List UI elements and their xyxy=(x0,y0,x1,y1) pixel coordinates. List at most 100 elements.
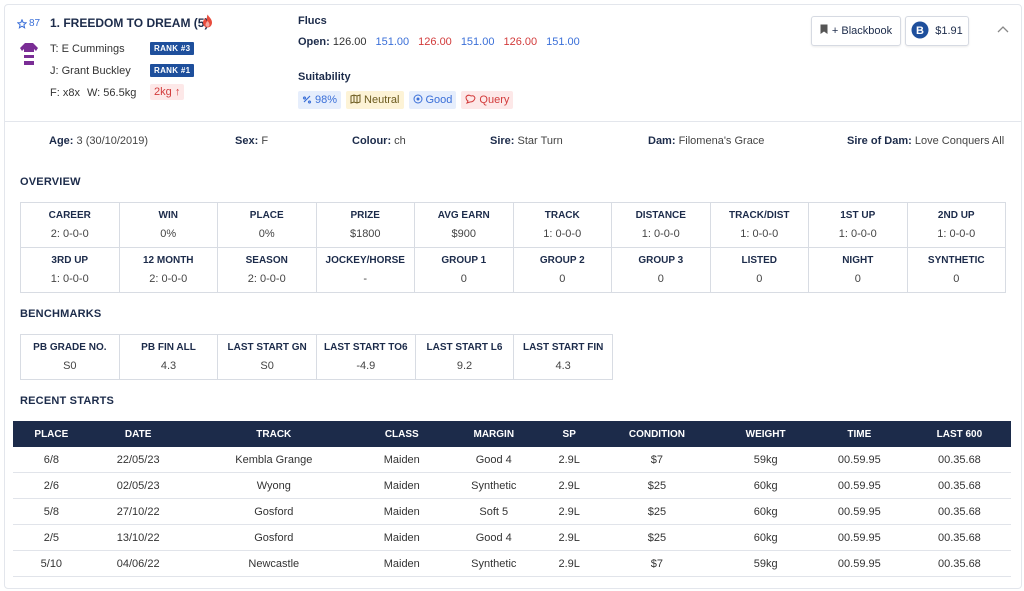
overview-cell: 2ND UP 1: 0-0-0 xyxy=(907,203,1006,248)
benchmark-cell: LAST START GN S0 xyxy=(218,335,317,380)
overview-cell-value: $1800 xyxy=(349,228,381,240)
table-row[interactable]: 6/8 22/05/23 Kembla Grange Maiden Good 4 2.9L… xyxy=(13,447,1011,473)
trainer-rank-label: RANK #3 xyxy=(150,42,195,55)
percent-horse-icon xyxy=(302,94,312,107)
overview-cell-value: 0% xyxy=(160,228,177,240)
table-cell: 2.9L xyxy=(544,498,594,525)
overview-cell: GROUP 3 0 xyxy=(612,248,711,293)
suitability-chip-query: Query xyxy=(461,91,514,109)
column-header[interactable]: TRACK xyxy=(186,421,361,447)
column-header[interactable]: MARGIN xyxy=(442,421,545,447)
query-icon xyxy=(465,94,476,107)
overview-cell: PLACE 0% xyxy=(218,203,317,248)
overview-cell-value: 0 xyxy=(953,273,960,285)
runner-name[interactable]: 1. FREEDOM TO DREAM (5) xyxy=(50,16,209,30)
column-header[interactable]: TIME xyxy=(810,421,908,447)
table-cell: 2/6 xyxy=(13,472,90,499)
table-cell: Gosford xyxy=(186,498,361,525)
suitability-chip-label: Query xyxy=(479,94,510,106)
overview-cell-label: DISTANCE xyxy=(635,210,686,221)
table-cell: 5/10 xyxy=(13,550,90,577)
overview-cell-label: WIN xyxy=(158,210,178,221)
overview-cell-value: 0 xyxy=(854,273,861,285)
header-divider xyxy=(5,121,1021,122)
table-row[interactable]: 5/10 04/06/22 Newcastle Maiden Synthetic 2.9L… xyxy=(13,550,1011,577)
overview-cell-label: SEASON xyxy=(245,255,288,266)
overview-cell-value: 0 xyxy=(657,273,664,285)
column-header[interactable]: CONDITION xyxy=(593,421,721,447)
fluc-value: 126.00 xyxy=(418,36,452,48)
table-cell: Maiden xyxy=(360,550,443,577)
table-row[interactable]: 2/5 13/10/22 Gosford Maiden Good 4 2.9L $25 60k… xyxy=(13,524,1011,551)
column-header[interactable]: LAST 600 xyxy=(907,421,1011,447)
overview-cell: LISTED 0 xyxy=(710,248,809,293)
benchmark-cell-label: LAST START TO6 xyxy=(324,342,408,353)
overview-cell-label: CAREER xyxy=(48,210,91,221)
column-header[interactable]: WEIGHT xyxy=(720,421,811,447)
overview-cell-label: PRIZE xyxy=(350,210,380,221)
column-header[interactable]: SP xyxy=(544,421,594,447)
recent-starts-table: PLACE DATE TRACK CLASS MARGIN SP CONDITION WEIG… xyxy=(13,421,1011,577)
table-row[interactable]: 2/6 02/05/23 Wyong Maiden Synthetic 2.9L $25 60… xyxy=(13,472,1011,499)
table-cell: 00.35.68 xyxy=(907,472,1011,499)
benchmark-cell: LAST START TO6 -4.9 xyxy=(316,335,416,380)
table-cell: Good 4 xyxy=(442,447,545,473)
table-cell: 60kg xyxy=(720,498,811,525)
jockey-rank-badge: RANK #1 xyxy=(150,64,195,77)
detail-dam: Dam: Filomena's Grace xyxy=(648,135,764,147)
bet-odds-button[interactable]: B $1.91 xyxy=(905,16,969,46)
suitability-title: Suitability xyxy=(298,71,351,83)
table-row[interactable]: 5/8 27/10/22 Gosford Maiden Soft 5 2.9L $25 60k… xyxy=(13,498,1011,525)
bookmaker-logo-icon: B xyxy=(911,21,929,42)
detail-label: Dam: xyxy=(648,135,676,147)
table-cell: 00.59.95 xyxy=(810,498,908,525)
fluc-value: 151.00 xyxy=(375,36,410,48)
table-cell: 2/5 xyxy=(13,524,90,551)
suitability-chip-neutral: Neutral xyxy=(346,91,404,109)
column-header[interactable]: CLASS xyxy=(360,421,443,447)
overview-cell-label: GROUP 2 xyxy=(539,255,585,266)
overview-cell-label: LISTED xyxy=(741,255,778,266)
blackbook-label: + Blackbook xyxy=(831,25,893,37)
detail-value: Star Turn xyxy=(517,135,563,147)
jockey[interactable]: J: Grant Buckley xyxy=(50,65,131,77)
table-cell: $25 xyxy=(593,472,721,499)
trainer[interactable]: T: E Cummings xyxy=(50,43,125,55)
table-cell: 00.35.68 xyxy=(907,550,1011,577)
benchmark-cell: PB FIN ALL 4.3 xyxy=(119,335,219,380)
overview-cell: CAREER 2: 0-0-0 xyxy=(21,203,120,248)
trainer-rank-badge: RANK #3 xyxy=(150,42,195,55)
collapse-chevron-icon[interactable] xyxy=(997,24,1009,36)
weight-change-value: 2kg xyxy=(154,86,172,98)
flucs-line: Open: 126.00 151.00 126.00 151.00 126.00 151.… xyxy=(298,36,589,48)
table-cell: Synthetic xyxy=(442,472,545,499)
benchmark-cell: LAST START FIN 4.3 xyxy=(514,335,613,380)
overview-cell-label: NIGHT xyxy=(842,255,874,266)
blackbook-button[interactable]: + Blackbook xyxy=(811,16,901,46)
fluc-value: 126.00 xyxy=(332,36,367,48)
arrow-up-icon: ↑ xyxy=(174,86,181,98)
overview-cell: TRACK 1: 0-0-0 xyxy=(513,203,612,248)
overview-cell-value: 0% xyxy=(258,228,275,240)
table-cell: 5/8 xyxy=(13,498,90,525)
overview-cell-value: 1: 0-0-0 xyxy=(838,228,877,240)
fluc-value: 126.00 xyxy=(503,36,538,48)
weight: W: 56.5kg xyxy=(87,87,137,99)
column-header[interactable]: PLACE xyxy=(13,421,90,447)
rating[interactable]: 87 xyxy=(17,18,40,29)
table-cell: 00.59.95 xyxy=(810,447,908,473)
column-header[interactable]: DATE xyxy=(89,421,187,447)
overview-cell: SYNTHETIC 0 xyxy=(907,248,1006,293)
detail-label: Colour: xyxy=(352,135,392,147)
table-cell: Maiden xyxy=(360,472,443,499)
detail-value: 3 (30/10/2019) xyxy=(76,135,149,147)
table-cell: 59kg xyxy=(720,550,811,577)
benchmark-cell-value: S0 xyxy=(260,360,274,372)
overview-cell: AVG EARN $900 xyxy=(415,203,514,248)
overview-cell-label: SYNTHETIC xyxy=(927,255,985,266)
overview-cell: 12 MONTH 2: 0-0-0 xyxy=(119,248,218,293)
overview-grid: CAREER 2: 0-0-0 WIN 0% PLACE 0% PRIZE $1800 AVG … xyxy=(20,202,1006,293)
overview-cell-value: 0 xyxy=(756,273,763,285)
fluc-value: 151.00 xyxy=(546,36,580,48)
table-cell: 02/05/23 xyxy=(89,472,187,499)
